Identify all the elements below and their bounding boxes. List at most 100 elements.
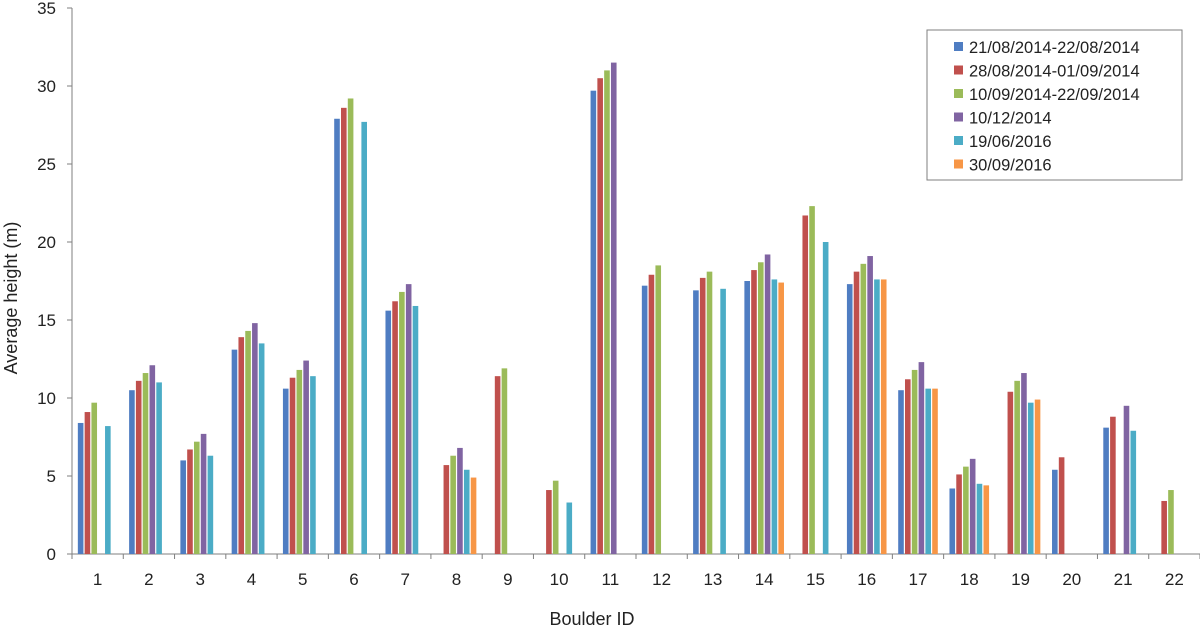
legend-box — [926, 29, 1183, 181]
bar — [77, 422, 84, 554]
bar — [296, 369, 303, 554]
bar — [918, 362, 925, 554]
bar — [129, 390, 135, 554]
legend-swatch — [954, 65, 963, 75]
bar — [1014, 380, 1020, 554]
bars — [77, 62, 1174, 555]
bar — [392, 301, 398, 554]
bar — [385, 310, 392, 554]
bar — [156, 382, 162, 554]
bar — [983, 485, 990, 554]
bar — [744, 281, 750, 554]
bar — [231, 349, 238, 554]
bar — [905, 379, 911, 554]
y-tick-label: 20 — [37, 233, 56, 252]
bar — [771, 279, 778, 554]
bar — [720, 288, 726, 554]
x-tick-label: 22 — [1165, 570, 1184, 589]
bar — [1123, 405, 1130, 554]
x-tick-label: 20 — [1062, 570, 1081, 589]
x-tick-label: 9 — [503, 570, 512, 589]
bar — [874, 279, 880, 554]
bar — [949, 488, 956, 554]
x-tick-label: 18 — [960, 570, 979, 589]
bar — [778, 282, 784, 554]
bar — [880, 279, 887, 554]
bar — [501, 368, 508, 554]
bar — [898, 390, 904, 554]
y-tick-label: 0 — [47, 545, 56, 564]
bar — [494, 376, 501, 554]
legend-label: 10/12/2014 — [969, 110, 1052, 128]
bar — [764, 254, 771, 555]
bar — [84, 412, 91, 554]
legend-swatch — [954, 159, 963, 169]
legend-swatch — [954, 89, 963, 98]
x-tick-label: 10 — [550, 570, 569, 589]
bar — [450, 455, 456, 554]
bar — [693, 290, 699, 554]
bar — [405, 284, 412, 554]
bar — [470, 477, 477, 554]
bar — [552, 480, 559, 554]
legend-label: 28/08/2014-01/09/2014 — [969, 63, 1140, 81]
bar — [1161, 500, 1167, 554]
bar — [590, 90, 597, 555]
bar — [648, 274, 655, 554]
x-tick-label: 6 — [349, 570, 358, 589]
bar — [860, 263, 867, 554]
y-tick-label: 5 — [47, 467, 56, 486]
bar — [238, 337, 245, 554]
bar — [956, 474, 962, 554]
legend-swatch — [954, 136, 963, 145]
bar — [610, 62, 617, 554]
bar — [809, 206, 815, 554]
legend-label: 10/09/2014-22/09/2014 — [969, 86, 1140, 104]
bar — [443, 465, 450, 554]
bar — [925, 388, 931, 554]
bar — [399, 291, 405, 554]
bar — [91, 402, 98, 554]
bar — [245, 330, 251, 554]
bar — [347, 98, 354, 554]
bar — [822, 242, 829, 554]
bar — [597, 78, 603, 554]
y-tick-label: 10 — [37, 389, 56, 408]
bar — [1052, 469, 1058, 554]
bar — [207, 455, 214, 554]
x-tick-label: 12 — [652, 570, 671, 589]
bar — [463, 469, 470, 554]
x-tick-label: 13 — [703, 570, 722, 589]
bar — [641, 285, 648, 554]
bar — [1021, 373, 1027, 554]
y-tick-label: 35 — [37, 0, 56, 18]
legend-swatch — [954, 112, 963, 122]
bar — [802, 215, 809, 555]
x-tick-label: 4 — [247, 570, 256, 589]
bar — [1110, 416, 1116, 554]
bar — [200, 433, 207, 554]
bar — [546, 490, 552, 554]
bar — [1130, 430, 1137, 554]
legend-swatch — [954, 42, 963, 51]
bar — [911, 369, 918, 554]
bar — [604, 70, 610, 555]
bar — [1103, 427, 1109, 554]
bar — [252, 323, 258, 554]
bar — [969, 458, 976, 554]
x-tick-label: 5 — [298, 570, 307, 589]
bar — [1007, 391, 1014, 554]
x-tick-label: 3 — [195, 570, 204, 589]
x-tick-label: 16 — [857, 570, 876, 589]
x-tick-label: 21 — [1114, 570, 1133, 589]
y-tick-label: 15 — [37, 311, 56, 330]
bar — [135, 380, 142, 554]
bar — [699, 277, 706, 554]
x-tick-label: 19 — [1011, 570, 1030, 589]
bar — [334, 118, 340, 554]
bar — [976, 483, 983, 554]
legend-label: 30/09/2016 — [969, 157, 1052, 175]
bar — [706, 271, 713, 554]
bar — [853, 271, 860, 554]
